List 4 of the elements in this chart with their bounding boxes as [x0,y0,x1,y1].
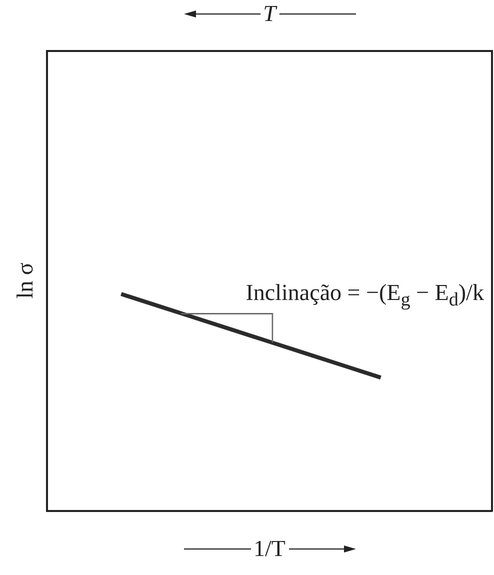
y-axis-title: ln σ [12,262,38,300]
annotation: Inclinação = −(E$_{g}$ − E$_{d}$)/k [246,280,484,311]
x-axis-title: 1/T [254,536,286,562]
x2-axis-title: T [263,1,276,27]
